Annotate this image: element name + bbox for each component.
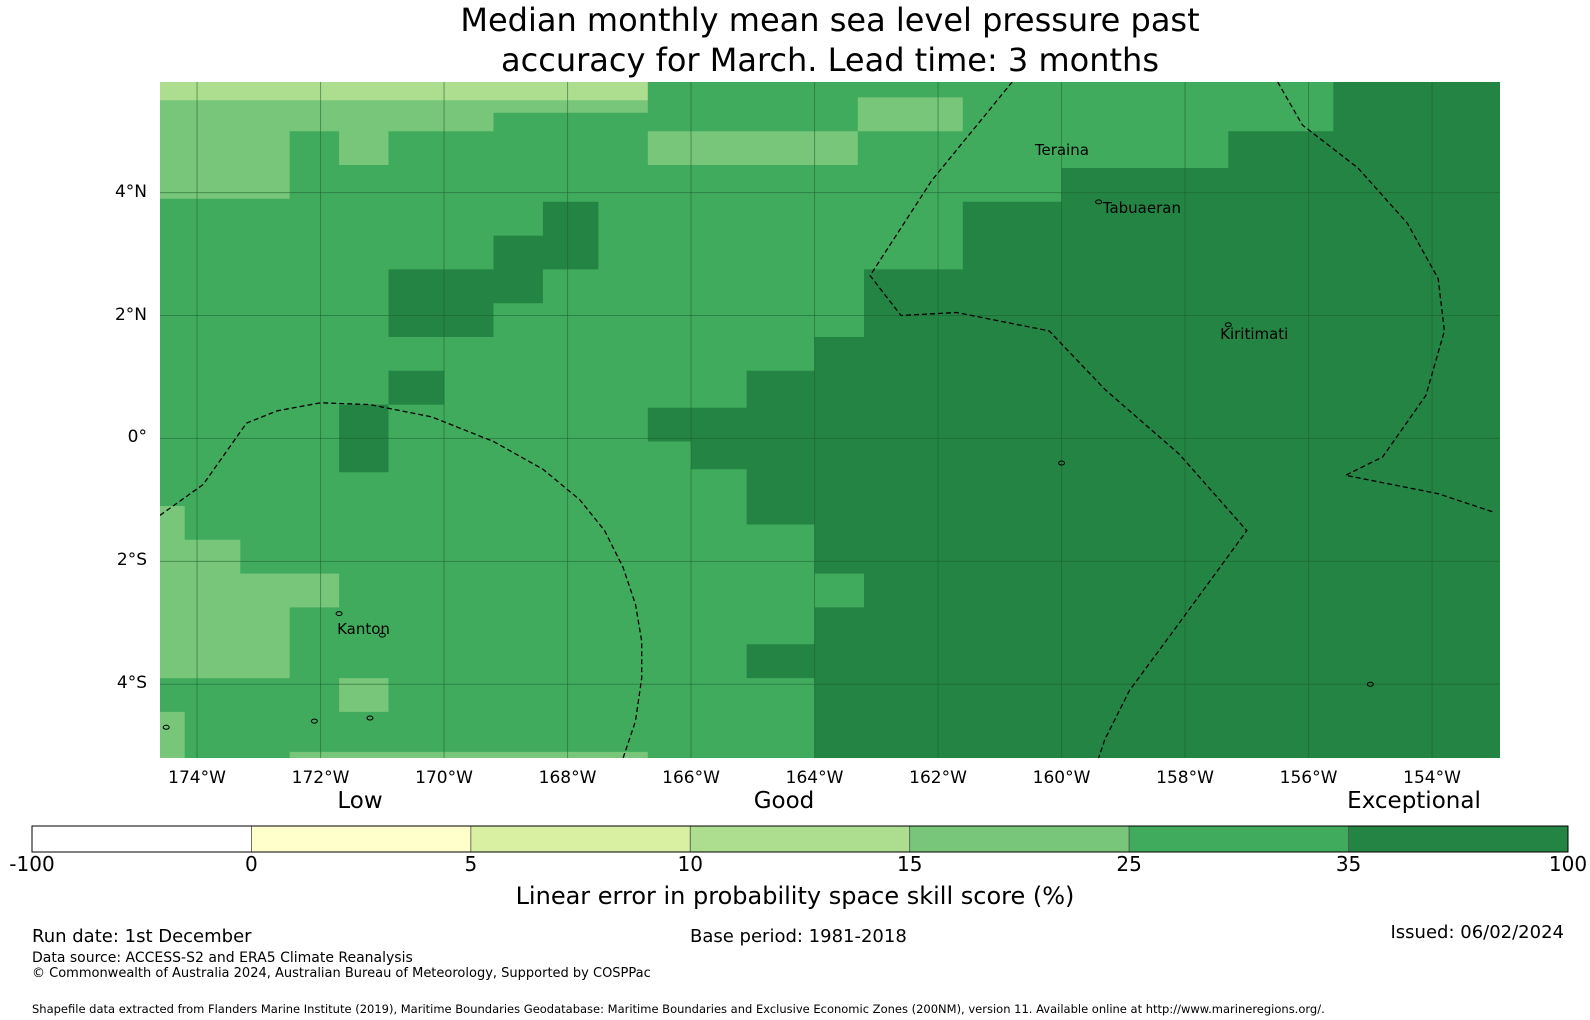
island-outline <box>335 611 343 617</box>
eez-boundaries <box>160 82 1495 758</box>
skill-region <box>160 506 340 679</box>
lat-tick-label: 2°N <box>114 304 147 325</box>
island-outline <box>1366 681 1374 687</box>
title-line-1: Median monthly mean sea level pressure p… <box>460 1 1200 39</box>
skill-regions <box>160 82 1500 758</box>
lat-tick-label: 0° <box>127 427 147 448</box>
lon-tick-label: 174°W <box>168 768 226 788</box>
colorbar-label: Linear error in probability space skill … <box>515 882 1075 910</box>
lon-tick-label: 162°W <box>909 768 967 788</box>
skill-region <box>814 573 864 608</box>
place-label: Teraina <box>1034 140 1089 159</box>
eez-boundary <box>869 82 1248 758</box>
skill-region <box>746 644 815 679</box>
lon-tick-label: 168°W <box>538 768 597 788</box>
colorbar-tick-label: 0 <box>245 852 258 876</box>
category-label-good: Good <box>753 788 815 814</box>
skill-region <box>857 97 963 132</box>
place-label: Tabuaeran <box>1102 198 1181 217</box>
title-line-2: accuracy for March. Lead time: 3 months <box>501 41 1159 79</box>
category-label-exceptional: Exceptional <box>1347 788 1481 814</box>
eez-boundary <box>160 402 643 758</box>
colorbar-bin <box>470 825 691 853</box>
lon-tick-label: 158°W <box>1156 768 1214 788</box>
island-outline <box>1058 460 1066 466</box>
lon-tick-label: 156°W <box>1279 768 1338 788</box>
colorbar-tick-label: 25 <box>1116 852 1142 876</box>
lat-tick-label: 4°S <box>116 673 147 694</box>
island-outline <box>162 724 170 730</box>
lat-tick-label: 4°N <box>114 181 147 202</box>
colorbar-bin <box>1348 825 1569 853</box>
colorbar-tick-label: 15 <box>896 852 923 876</box>
skill-region <box>647 131 858 165</box>
colorbar-bin <box>689 825 911 853</box>
lat-tick-label: 2°S <box>116 550 147 571</box>
island-outline <box>378 632 386 638</box>
lon-tick-label: 170°W <box>415 768 473 788</box>
eez-boundary <box>1277 82 1495 513</box>
island-outline <box>1095 199 1103 205</box>
colorbar-bin <box>31 825 252 853</box>
place-label: Kanton <box>337 619 390 638</box>
colorbar-bin <box>1128 825 1349 853</box>
colorbar-frame <box>31 825 1569 853</box>
copyright: © Commonwealth of Australia 2024, Austra… <box>32 966 651 981</box>
place-label: Kiritimati <box>1220 324 1289 343</box>
skill-region <box>289 751 648 758</box>
island-outline <box>1224 322 1232 328</box>
map-title: Median monthly mean sea level pressure p… <box>160 0 1500 80</box>
category-label-low: Low <box>337 788 383 814</box>
lon-tick-label: 154°W <box>1403 768 1461 788</box>
colorbar-tick-label: -100 <box>9 852 55 876</box>
island-outline <box>310 718 318 724</box>
colorbar-tick-label: 10 <box>677 852 703 876</box>
base-period: Base period: 1981-2018 <box>690 926 907 947</box>
skill-region <box>160 711 185 758</box>
run-date: Run date: 1st December <box>32 926 252 947</box>
skill-region <box>160 100 648 199</box>
lon-tick-label: 172°W <box>291 768 350 788</box>
skill-region <box>339 678 389 712</box>
shapefile-credit: Shapefile data extracted from Flanders M… <box>32 1002 1325 1016</box>
data-source: Data source: ACCESS-S2 and ERA5 Climate … <box>32 950 413 966</box>
colorbar-tick-label: 35 <box>1335 852 1362 876</box>
colorbar-bin <box>251 825 472 853</box>
island-outline <box>366 715 374 721</box>
skill-region <box>388 370 445 405</box>
colorbar-bin <box>909 825 1130 853</box>
colorbar-tick-label: 100 <box>1548 852 1588 876</box>
lon-tick-label: 164°W <box>785 768 844 788</box>
lon-tick-label: 166°W <box>662 768 720 788</box>
colorbar-tick-label: 5 <box>464 852 478 876</box>
skill-region <box>160 82 648 101</box>
lon-tick-label: 160°W <box>1032 768 1091 788</box>
skill-region <box>388 201 599 337</box>
issued-date: Issued: 06/02/2024 <box>1390 922 1564 943</box>
